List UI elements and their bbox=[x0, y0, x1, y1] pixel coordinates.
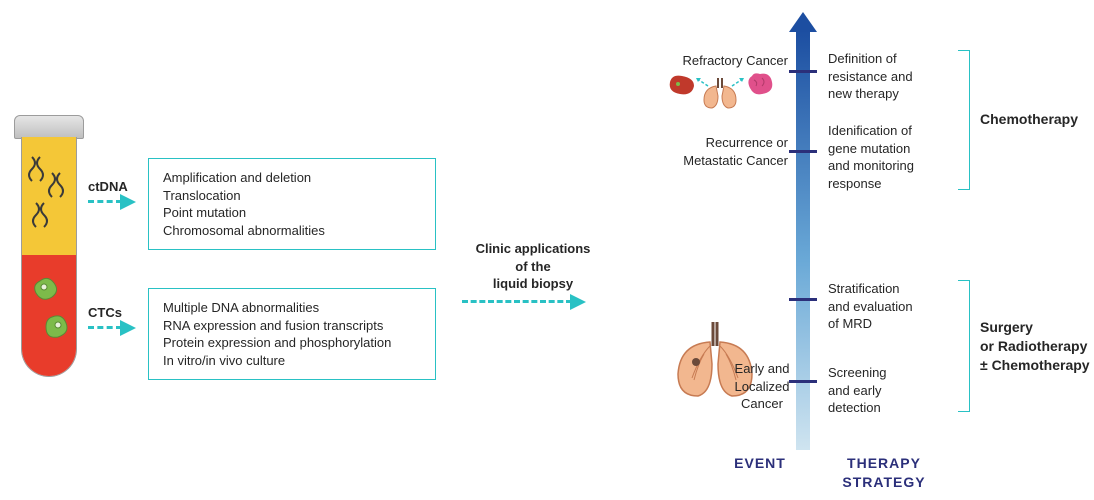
ctdna-arrow-icon bbox=[88, 200, 122, 203]
center-line3: liquid biopsy bbox=[458, 275, 608, 293]
center-line2: of the bbox=[458, 258, 608, 276]
event-early: Early and Localized Cancer bbox=[730, 360, 794, 413]
event-recurrence: Recurrence or Metastatic Cancer bbox=[648, 134, 788, 169]
ctcs-box: Multiple DNA abnormalities RNA expressio… bbox=[148, 288, 436, 380]
bracket-bottom-label: Surgery or Radiotherapy ± Chemotherapy bbox=[980, 318, 1090, 375]
event-refractory: Refractory Cancer bbox=[648, 52, 788, 70]
ctdna-label: ctDNA bbox=[88, 178, 128, 196]
axis-therapy-label: THERAPY STRATEGY bbox=[824, 454, 944, 492]
center-arrow-icon bbox=[462, 300, 572, 303]
timeline-tick bbox=[789, 150, 817, 153]
tube-body bbox=[21, 137, 77, 377]
strategy-1: Definition of resistance and new therapy bbox=[828, 50, 948, 103]
bracket-bottom bbox=[958, 280, 970, 412]
timeline-bar bbox=[796, 30, 810, 450]
axis-event-label: EVENT bbox=[720, 454, 800, 473]
strategy-3: Stratification and evaluation of MRD bbox=[828, 280, 948, 333]
ctc-cell-icon bbox=[28, 271, 74, 361]
center-line1: Clinic applications bbox=[458, 240, 608, 258]
strategy-2: Idenification of gene mutation and monit… bbox=[828, 122, 948, 192]
bracket-top bbox=[958, 50, 970, 190]
center-label: Clinic applications of the liquid biopsy bbox=[458, 240, 608, 293]
strategy-4: Screening and early detection bbox=[828, 364, 948, 417]
spread-arrows-icon bbox=[690, 72, 750, 112]
timeline-arrowhead-icon bbox=[789, 12, 817, 32]
brain-icon bbox=[746, 72, 774, 96]
ctcs-arrow-icon bbox=[88, 326, 122, 329]
bracket-top-label: Chemotherapy bbox=[980, 110, 1078, 129]
timeline-tick bbox=[789, 70, 817, 73]
dna-icon bbox=[28, 153, 72, 243]
tube-cap bbox=[14, 115, 84, 139]
ctdna-box: Amplification and deletion Translocation… bbox=[148, 158, 436, 250]
ctcs-label: CTCs bbox=[88, 304, 122, 322]
test-tube bbox=[18, 115, 80, 385]
timeline-tick bbox=[789, 298, 817, 301]
